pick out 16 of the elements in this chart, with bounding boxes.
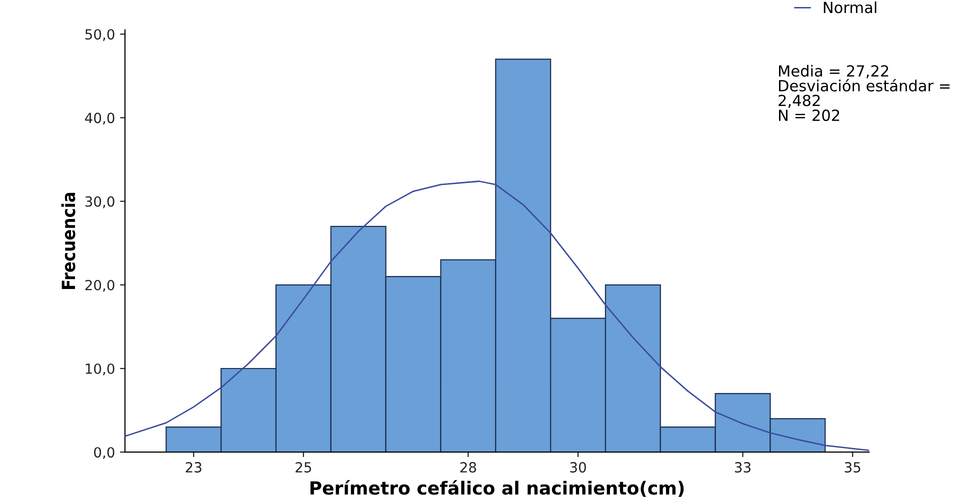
- x-tick-label: 25: [296, 462, 312, 473]
- legend-label: Normal: [824, 1, 876, 14]
- x-tick-label: 28: [460, 462, 476, 473]
- y-tick-label: 40,0: [85, 112, 114, 125]
- y-tick-label: 10,0: [86, 363, 114, 376]
- annotation: Media = 27,22 Desviación estándar = 2,482 N = 202: [778, 64, 950, 122]
- y-tick-label: 20,0: [85, 280, 114, 292]
- y-axis-title: Frecuencia: [61, 192, 76, 289]
- y-tick-label: 30,0: [85, 196, 114, 208]
- x-tick-label: 33: [735, 462, 751, 473]
- x-axis-title: Perímetro cefálico al nacimiento(cm): [310, 480, 684, 497]
- x-tick-label: 35: [844, 462, 860, 473]
- x-tick-label: 30: [570, 462, 586, 473]
- x-tick-label: 23: [186, 462, 202, 473]
- y-tick-label: 0,0: [94, 447, 114, 459]
- y-tick-label: 50,0: [85, 29, 114, 42]
